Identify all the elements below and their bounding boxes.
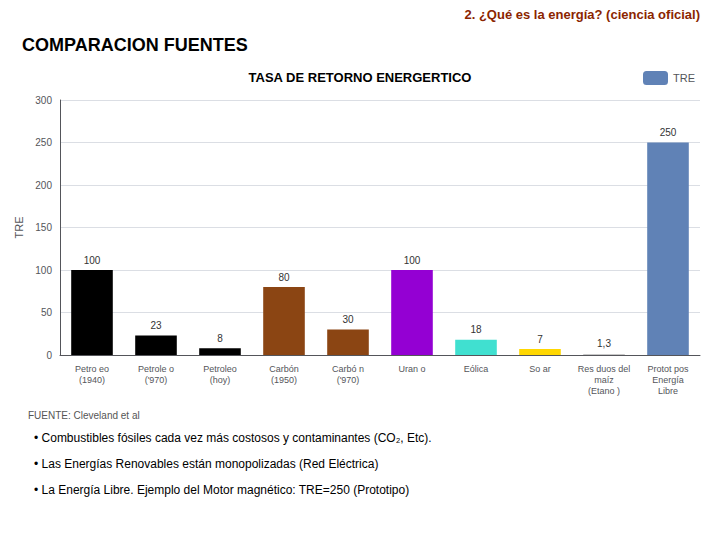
svg-text:7: 7: [537, 334, 543, 345]
svg-text:2. ¿Qué es la energía? (cienci: 2. ¿Qué es la energía? (ciencia oficial): [464, 7, 700, 22]
svg-text:0: 0: [46, 350, 52, 361]
svg-text:Carbón: Carbón: [269, 364, 299, 374]
svg-text:(1950): (1950): [271, 375, 297, 385]
svg-text:100: 100: [404, 255, 421, 266]
svg-text:Uran o: Uran o: [398, 364, 425, 374]
svg-text:100: 100: [84, 255, 101, 266]
svg-text:Carbó n: Carbó n: [332, 364, 364, 374]
svg-text:150: 150: [35, 222, 52, 233]
svg-text:200: 200: [35, 180, 52, 191]
svg-text:TRE: TRE: [13, 217, 25, 239]
svg-text:maíz: maíz: [594, 375, 614, 385]
svg-text:(hoy): (hoy): [210, 375, 231, 385]
svg-text:50: 50: [41, 307, 53, 318]
svg-text:COMPARACION FUENTES: COMPARACION FUENTES: [22, 35, 248, 55]
svg-text:So ar: So ar: [529, 364, 551, 374]
svg-text:(Etano ): (Etano ): [588, 386, 620, 396]
svg-text:Libre: Libre: [658, 386, 678, 396]
svg-text:18: 18: [470, 324, 482, 335]
svg-text:1,3: 1,3: [597, 338, 611, 349]
svg-text:Eólica: Eólica: [464, 364, 489, 374]
svg-text:250: 250: [660, 127, 677, 138]
svg-text:250: 250: [35, 137, 52, 148]
svg-text:• Las Energías Renovables está: • Las Energías Renovables están monopoli…: [34, 457, 378, 471]
svg-text:Protot pos: Protot pos: [647, 364, 689, 374]
svg-text:Energía: Energía: [652, 375, 684, 385]
svg-text:Petro eo: Petro eo: [75, 364, 109, 374]
svg-text:('970): ('970): [337, 375, 360, 385]
svg-text:TASA DE RETORNO ENERGERTICO: TASA DE RETORNO ENERGERTICO: [249, 70, 472, 85]
svg-text:Petrole o: Petrole o: [138, 364, 174, 374]
svg-text:30: 30: [342, 314, 354, 325]
svg-text:('970): ('970): [145, 375, 168, 385]
svg-text:8: 8: [217, 333, 223, 344]
svg-text:80: 80: [278, 272, 290, 283]
svg-text:FUENTE: Cleveland et al: FUENTE: Cleveland et al: [28, 410, 140, 421]
svg-text:300: 300: [35, 95, 52, 106]
svg-text:(1940): (1940): [79, 375, 105, 385]
svg-text:TRE: TRE: [673, 72, 695, 84]
svg-text:• Combustibles fósiles cada ve: • Combustibles fósiles cada vez más cost…: [34, 431, 432, 445]
svg-text:23: 23: [150, 320, 162, 331]
svg-text:• La Energía Libre. Ejemplo de: • La Energía Libre. Ejemplo del Motor ma…: [34, 483, 409, 497]
svg-text:Res duos del: Res duos del: [578, 364, 631, 374]
svg-text:100: 100: [35, 265, 52, 276]
svg-text:Petroleo: Petroleo: [203, 364, 237, 374]
